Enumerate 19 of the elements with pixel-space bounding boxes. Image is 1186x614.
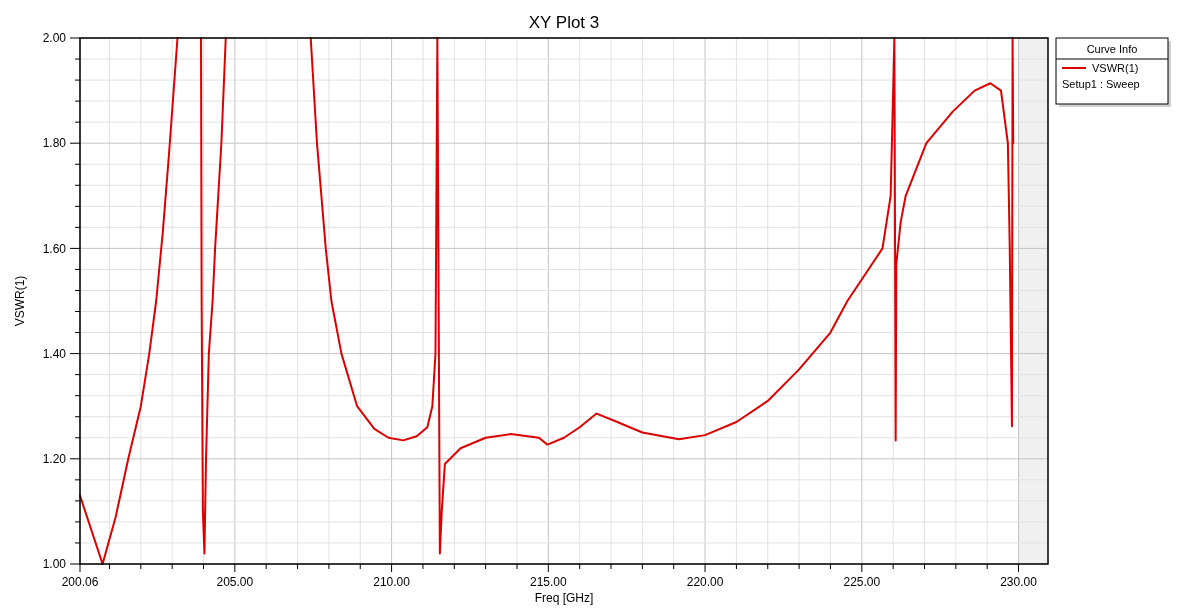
x-tick-label: 210.00 — [373, 575, 411, 589]
y-tick-label: 1.80 — [42, 136, 67, 151]
x-tick-label: 220.00 — [686, 575, 724, 589]
x-tick-label: 200.06 — [61, 575, 99, 589]
y-tick-label: 1.20 — [42, 452, 67, 466]
y-tick-label: 1.00 — [42, 557, 67, 572]
y-tick-label: 1.40 — [42, 346, 67, 361]
y-tick-label: 1.60 — [42, 241, 67, 256]
y-axis-title: VSWR(1) — [13, 275, 27, 327]
chart-title: XY Plot 3 — [528, 13, 600, 32]
x-tick-label: 205.00 — [216, 575, 254, 589]
x-tick-label: 215.00 — [529, 575, 567, 589]
x-axis-title: Freq [GHz] — [534, 591, 594, 605]
y-tick-label: 2.00 — [42, 31, 67, 46]
x-tick-label: 225.00 — [843, 575, 881, 589]
legend-label: VSWR(1) — [1092, 62, 1139, 74]
text: Setup1 : Sweep — [1062, 78, 1140, 90]
legend-title: Curve Info — [1086, 43, 1138, 55]
x-tick-label: 230.00 — [1000, 575, 1038, 589]
